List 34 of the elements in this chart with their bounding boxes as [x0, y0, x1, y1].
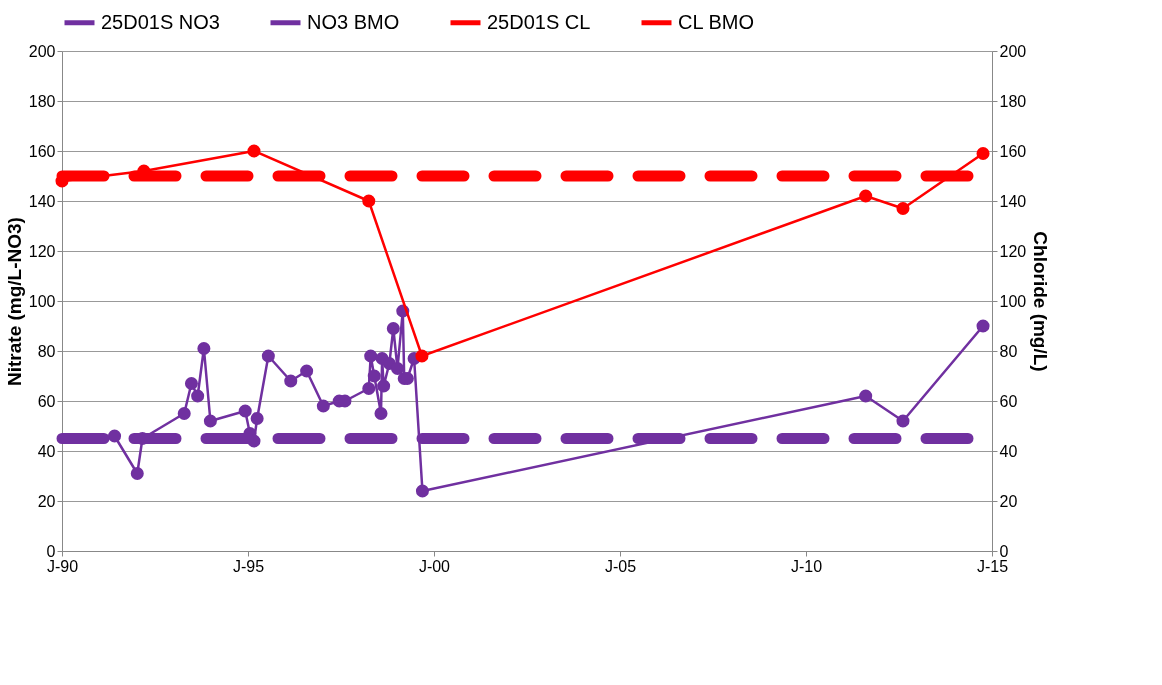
- y-tick-label: 60: [37, 392, 56, 410]
- y-tick-label: 20: [37, 492, 56, 510]
- y-tick-label: 180: [28, 92, 56, 110]
- x-tick-label: J-05: [604, 557, 637, 575]
- y2-tick-label: 100: [999, 292, 1027, 310]
- y2-tick-label: 200: [999, 42, 1027, 60]
- y2-tick-label: 20: [999, 492, 1018, 510]
- legend-label: 25D01S CL: [487, 10, 591, 33]
- x-tick-label: J-90: [46, 557, 79, 575]
- y2-tick-label: 40: [999, 442, 1018, 460]
- y2-axis-title: Chloride (mg/L): [1030, 231, 1052, 372]
- y2-tick-label: 140: [999, 192, 1027, 210]
- y2-tick-label: 80: [999, 342, 1018, 360]
- y-tick-label: 120: [28, 242, 56, 260]
- legend-label: CL BMO: [678, 10, 754, 33]
- y2-tick-label: 160: [999, 142, 1027, 160]
- y2-tick-label: 120: [999, 242, 1027, 260]
- y-tick-label: 140: [28, 192, 56, 210]
- x-tick-label: J-10: [790, 557, 823, 575]
- y-tick-label: 200: [28, 42, 56, 60]
- y2-tick-label: 180: [999, 92, 1027, 110]
- y-tick-label: 40: [37, 442, 56, 460]
- y-tick-label: 0: [46, 542, 56, 560]
- legend-label: 25D01S NO3: [101, 10, 220, 33]
- y-tick-label: 160: [28, 142, 56, 160]
- legend-label: NO3 BMO: [307, 10, 400, 33]
- y-axis-title: Nitrate (mg/L-NO3): [3, 217, 25, 386]
- y-tick-label: 80: [37, 342, 56, 360]
- x-tick-label: J-00: [418, 557, 451, 575]
- y-tick-label: 100: [28, 292, 56, 310]
- y2-tick-label: 60: [999, 392, 1018, 410]
- x-tick-label: J-15: [976, 557, 1009, 575]
- x-tick-label: J-95: [232, 557, 265, 575]
- y2-tick-label: 0: [999, 542, 1009, 560]
